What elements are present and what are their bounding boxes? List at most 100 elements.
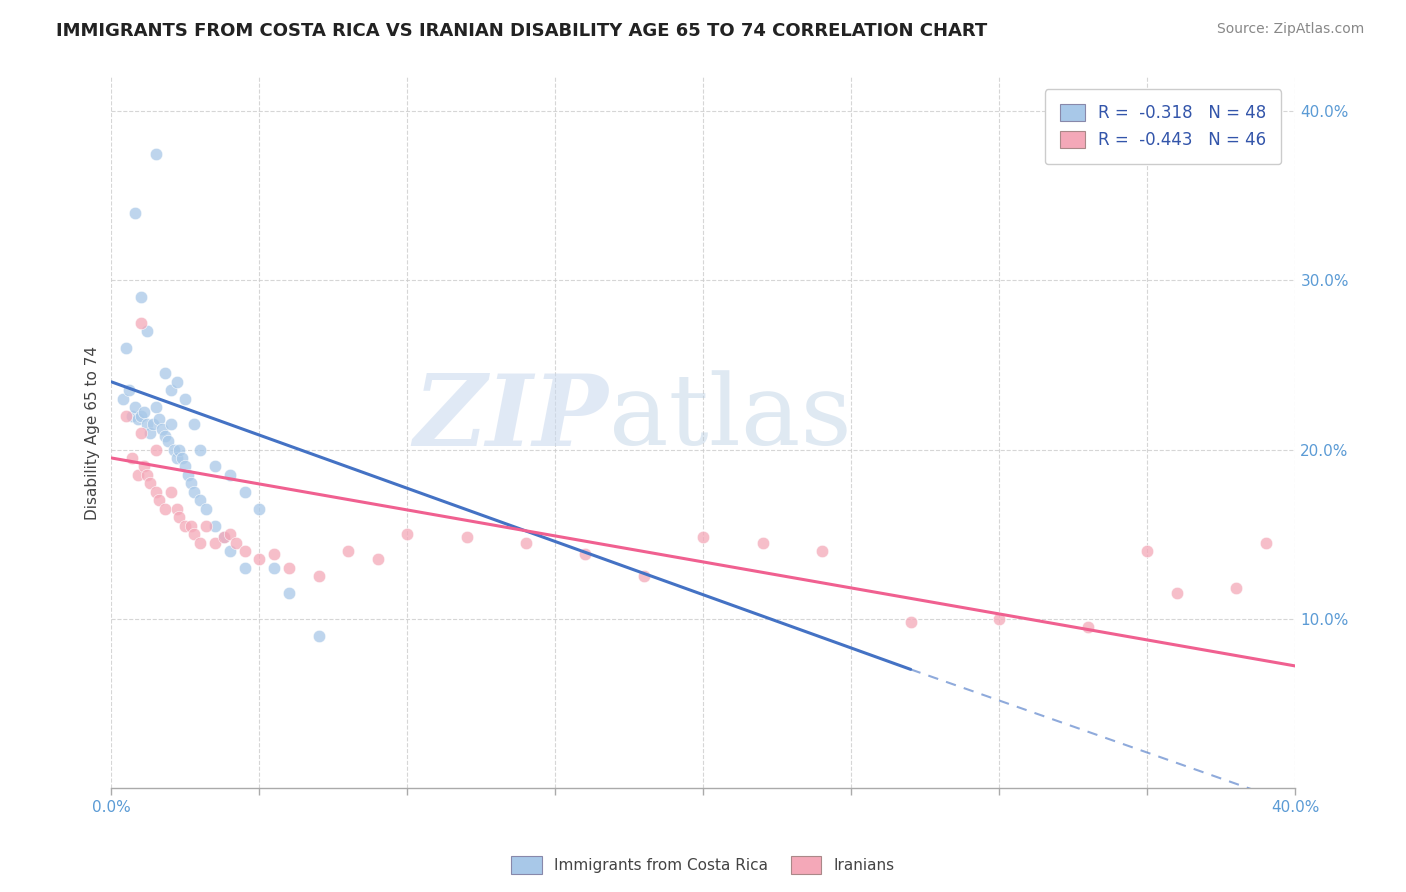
Point bbox=[456, 531, 478, 545]
Point bbox=[367, 552, 389, 566]
Point bbox=[166, 375, 188, 389]
Point bbox=[132, 459, 155, 474]
Point bbox=[212, 531, 235, 545]
Text: atlas: atlas bbox=[609, 370, 852, 467]
Point bbox=[751, 535, 773, 549]
Point bbox=[183, 527, 205, 541]
Point bbox=[263, 547, 285, 561]
Point bbox=[159, 384, 181, 398]
Point bbox=[515, 535, 537, 549]
Point bbox=[183, 484, 205, 499]
Point bbox=[1254, 535, 1277, 549]
Point bbox=[633, 569, 655, 583]
Point bbox=[218, 527, 240, 541]
Point bbox=[121, 409, 143, 423]
Point bbox=[142, 417, 165, 431]
Point bbox=[169, 442, 191, 457]
Point bbox=[1166, 586, 1188, 600]
Text: ZIP: ZIP bbox=[413, 370, 609, 467]
Point bbox=[174, 459, 197, 474]
Point bbox=[124, 205, 146, 219]
Point bbox=[233, 561, 256, 575]
Text: Source: ZipAtlas.com: Source: ZipAtlas.com bbox=[1216, 22, 1364, 37]
Point bbox=[188, 442, 211, 457]
Point bbox=[129, 409, 152, 423]
Point bbox=[900, 615, 922, 629]
Point bbox=[308, 569, 330, 583]
Legend: Immigrants from Costa Rica, Iranians: Immigrants from Costa Rica, Iranians bbox=[505, 850, 901, 880]
Point bbox=[162, 442, 184, 457]
Point bbox=[136, 467, 159, 482]
Point bbox=[204, 459, 226, 474]
Point bbox=[124, 401, 146, 415]
Legend: R =  -0.318   N = 48, R =  -0.443   N = 46: R = -0.318 N = 48, R = -0.443 N = 46 bbox=[1045, 89, 1281, 164]
Point bbox=[121, 450, 143, 465]
Point bbox=[337, 544, 360, 558]
Point bbox=[180, 476, 202, 491]
Point bbox=[225, 535, 247, 549]
Point bbox=[172, 450, 194, 465]
Point bbox=[396, 527, 419, 541]
Point bbox=[278, 586, 301, 600]
Point bbox=[129, 425, 152, 440]
Point bbox=[139, 425, 162, 440]
Point bbox=[127, 412, 149, 426]
Point bbox=[150, 422, 173, 436]
Point bbox=[233, 484, 256, 499]
Point bbox=[183, 417, 205, 431]
Point bbox=[145, 442, 167, 457]
Point bbox=[188, 535, 211, 549]
Point bbox=[177, 467, 200, 482]
Point bbox=[156, 434, 179, 448]
Point bbox=[204, 535, 226, 549]
Point bbox=[169, 510, 191, 524]
Point bbox=[115, 409, 138, 423]
Point bbox=[195, 518, 218, 533]
Point bbox=[811, 544, 834, 558]
Text: IMMIGRANTS FROM COSTA RICA VS IRANIAN DISABILITY AGE 65 TO 74 CORRELATION CHART: IMMIGRANTS FROM COSTA RICA VS IRANIAN DI… bbox=[56, 22, 987, 40]
Point bbox=[153, 501, 176, 516]
Point bbox=[148, 412, 170, 426]
Point bbox=[166, 450, 188, 465]
Point bbox=[174, 518, 197, 533]
Point bbox=[118, 384, 141, 398]
Point bbox=[188, 493, 211, 508]
Point bbox=[136, 417, 159, 431]
Point bbox=[148, 493, 170, 508]
Point bbox=[112, 392, 135, 406]
Point bbox=[129, 316, 152, 330]
Point bbox=[153, 429, 176, 443]
Point bbox=[180, 518, 202, 533]
Point bbox=[153, 367, 176, 381]
Point bbox=[166, 501, 188, 516]
Point bbox=[1225, 581, 1247, 595]
Point bbox=[278, 561, 301, 575]
Point bbox=[988, 612, 1011, 626]
Point bbox=[1136, 544, 1159, 558]
Point bbox=[212, 531, 235, 545]
Point bbox=[145, 484, 167, 499]
Point bbox=[136, 324, 159, 338]
Point bbox=[159, 484, 181, 499]
Point bbox=[145, 401, 167, 415]
Point bbox=[263, 561, 285, 575]
Point bbox=[218, 544, 240, 558]
Point bbox=[249, 501, 271, 516]
Point bbox=[139, 476, 162, 491]
Point bbox=[145, 146, 167, 161]
Point bbox=[132, 405, 155, 419]
Y-axis label: Disability Age 65 to 74: Disability Age 65 to 74 bbox=[86, 345, 100, 520]
Point bbox=[159, 417, 181, 431]
Point bbox=[115, 341, 138, 355]
Point bbox=[574, 547, 596, 561]
Point bbox=[127, 467, 149, 482]
Point bbox=[233, 544, 256, 558]
Point bbox=[308, 628, 330, 642]
Point bbox=[692, 531, 714, 545]
Point bbox=[129, 290, 152, 304]
Point bbox=[204, 518, 226, 533]
Point bbox=[1077, 620, 1099, 634]
Point bbox=[195, 501, 218, 516]
Point bbox=[174, 392, 197, 406]
Point bbox=[249, 552, 271, 566]
